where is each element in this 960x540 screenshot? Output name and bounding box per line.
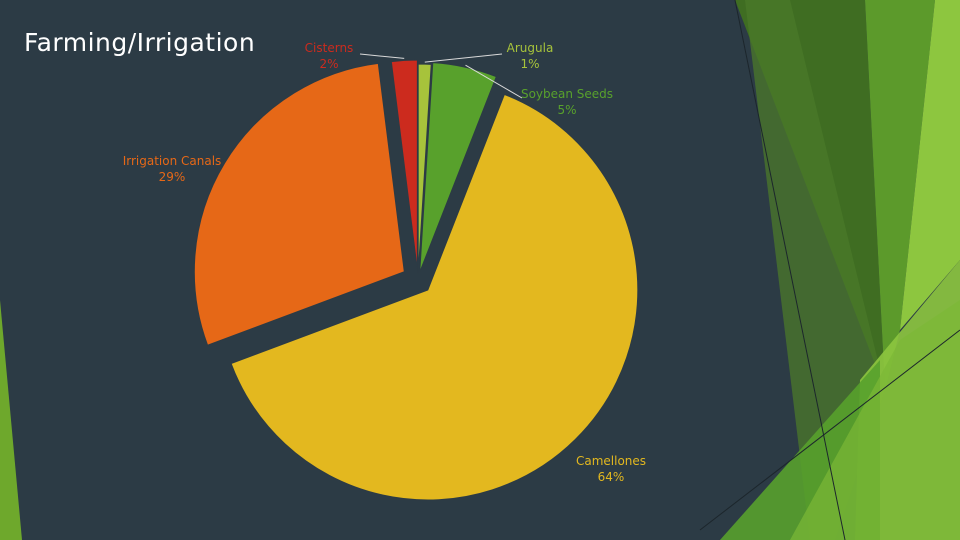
pie-slice-arugula	[417, 63, 432, 275]
data-label: Irrigation Canals 29%	[123, 154, 222, 184]
left-accent-shape	[0, 300, 22, 540]
right-facet-light	[900, 0, 960, 330]
right-facet-mid	[865, 0, 935, 390]
leader-line	[465, 64, 523, 99]
divider-line	[734, 0, 846, 540]
pie-slice-irrigation-canals	[193, 62, 405, 346]
leader-line	[359, 53, 405, 59]
pie-slice-cisterns	[390, 59, 418, 271]
data-label: Soybean Seeds 5%	[521, 87, 613, 117]
page-title: Farming/Irrigation	[24, 28, 256, 57]
data-label: Arugula 1%	[507, 41, 554, 71]
divider-line	[699, 329, 960, 531]
data-label: Camellones 64%	[576, 454, 646, 484]
leader-line	[424, 53, 503, 63]
data-label: Cisterns 2%	[305, 41, 354, 71]
pie-slice-soybean-seeds	[419, 62, 497, 273]
pie-slice-camellones	[230, 93, 639, 501]
